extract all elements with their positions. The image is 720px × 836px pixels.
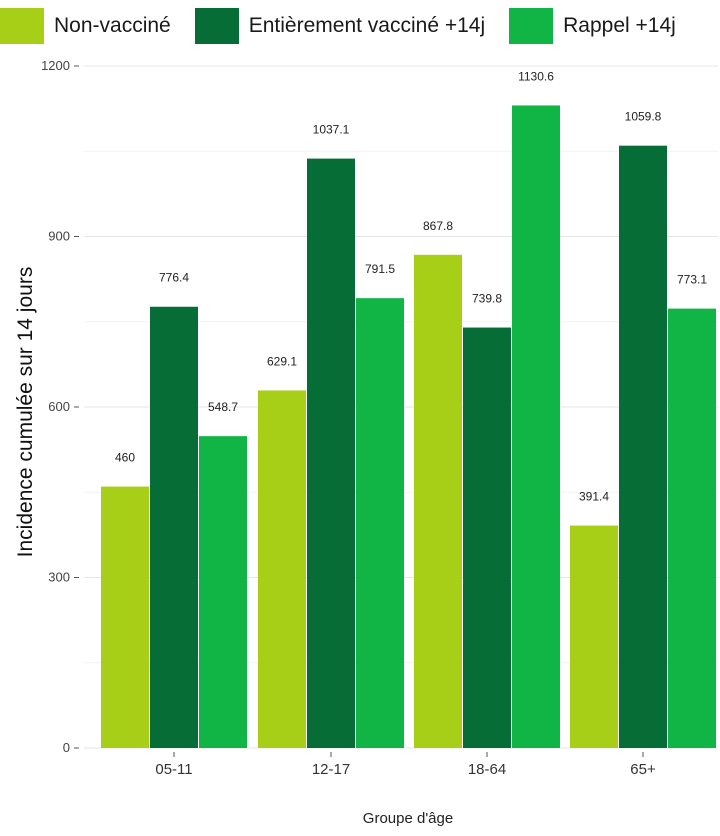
bar-12-17-series-0 <box>258 390 306 748</box>
legend-label-entierement-vaccine: Entièrement vacciné +14j <box>248 14 486 37</box>
bar-05-11-series-1 <box>150 306 198 748</box>
legend: Non-vacciné Entièrement vacciné +14j Rap… <box>0 6 676 46</box>
data-label: 791.5 <box>365 262 395 276</box>
data-labels: 460 776.4 548.7 629.1 1037.1 791.5 867.8 739.8 1… <box>115 69 707 503</box>
bar-18-64-series-0 <box>414 254 462 748</box>
data-label: 1130.6 <box>518 69 554 83</box>
y-axis: 0 300 600 900 1200 <box>41 58 79 755</box>
bars <box>101 105 716 749</box>
y-tick-label: 1200 <box>41 58 70 73</box>
legend-label-rappel: Rappel +14j <box>563 14 676 37</box>
data-label: 391.4 <box>579 490 609 504</box>
y-tick-label: 0 <box>63 740 70 755</box>
legend-item-non-vaccine: Non-vacciné <box>0 8 171 44</box>
data-label: 1059.8 <box>625 110 662 124</box>
x-tick-label: 65+ <box>630 761 656 778</box>
bar-65+-series-2 <box>668 308 716 748</box>
data-label: 460 <box>115 451 135 465</box>
data-label: 548.7 <box>208 400 238 414</box>
x-tick-label: 18-64 <box>468 761 506 778</box>
data-label: 739.8 <box>472 292 502 306</box>
legend-item-entierement-vaccine: Entièrement vacciné +14j <box>194 8 486 44</box>
y-tick-label: 600 <box>48 399 70 414</box>
x-axis: 05-11 12-17 18-64 65+ <box>155 752 656 778</box>
bar-65+-series-1 <box>619 145 667 749</box>
legend-swatch-rappel <box>509 8 554 44</box>
bar-18-64-series-2 <box>512 105 560 749</box>
bar-05-11-series-2 <box>199 436 247 748</box>
data-label: 629.1 <box>267 354 297 368</box>
x-tick-label: 05-11 <box>155 761 192 778</box>
data-label: 776.4 <box>159 271 189 285</box>
bar-12-17-series-2 <box>356 298 404 748</box>
bar-65+-series-0 <box>570 525 618 748</box>
x-axis-title: Groupe d'âge <box>363 810 453 827</box>
bar-18-64-series-1 <box>463 327 511 748</box>
legend-label-non-vaccine: Non-vacciné <box>54 14 171 37</box>
legend-item-rappel: Rappel +14j <box>509 8 676 44</box>
y-tick-label: 300 <box>48 570 70 585</box>
legend-swatch-entierement-vaccine <box>194 8 239 44</box>
bar-12-17-series-1 <box>307 158 355 749</box>
bar-05-11-series-0 <box>101 486 149 748</box>
data-label: 773.1 <box>677 273 707 287</box>
data-label: 1037.1 <box>313 123 350 137</box>
y-tick-label: 900 <box>48 229 70 244</box>
legend-swatch-non-vaccine <box>0 8 44 44</box>
x-tick-label: 12-17 <box>312 761 350 778</box>
data-label: 867.8 <box>423 219 453 233</box>
y-axis-title: Incidence cumulée sur 14 jours <box>14 267 37 558</box>
